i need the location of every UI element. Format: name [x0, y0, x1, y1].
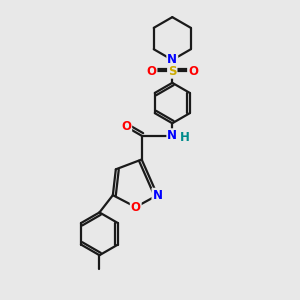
- Text: S: S: [168, 65, 176, 78]
- Text: N: N: [152, 189, 162, 202]
- Text: H: H: [180, 131, 190, 144]
- Text: O: O: [188, 65, 198, 78]
- Text: O: O: [146, 65, 157, 78]
- Text: O: O: [121, 120, 131, 133]
- Text: N: N: [167, 129, 177, 142]
- Text: N: N: [167, 53, 177, 66]
- Text: O: O: [131, 201, 141, 214]
